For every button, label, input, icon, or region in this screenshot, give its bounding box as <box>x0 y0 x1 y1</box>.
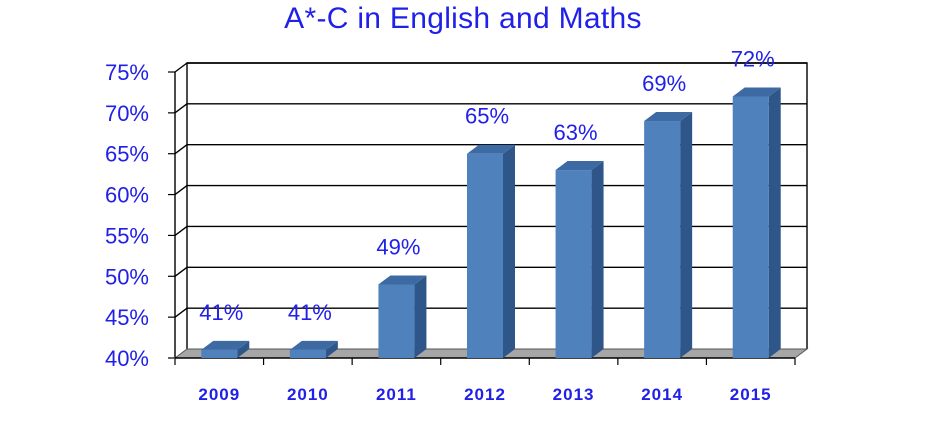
data-label-2014: 69% <box>642 71 686 96</box>
bar-2010 <box>289 349 326 358</box>
x-tick-label-2010: 2010 <box>287 385 329 404</box>
bar-top-2012 <box>467 144 515 154</box>
data-label-2009: 41% <box>199 300 243 325</box>
y-tick-label: 75% <box>105 60 149 85</box>
gridline-depth <box>174 144 188 155</box>
data-label-2010: 41% <box>288 300 332 325</box>
bar-2014 <box>644 121 681 359</box>
bar-2013 <box>555 170 592 358</box>
gridline-depth <box>174 62 188 73</box>
bar-side-2011 <box>414 275 427 358</box>
bar-side-2014 <box>680 112 693 359</box>
gridline-depth <box>174 103 188 114</box>
bar-top-2015 <box>732 87 781 97</box>
x-tick-label-2012: 2012 <box>464 385 506 404</box>
x-tick-label-2015: 2015 <box>730 385 772 404</box>
data-label-2012: 65% <box>465 104 509 129</box>
gridline-depth <box>174 185 188 196</box>
x-tick-label-2011: 2011 <box>376 385 417 404</box>
bars-layer <box>201 87 781 359</box>
bar-2011 <box>378 284 415 358</box>
bar-side-2010 <box>325 340 338 358</box>
bar-top-2013 <box>555 161 604 171</box>
bar-top-2010 <box>289 340 338 350</box>
bar-side-2009 <box>237 340 250 358</box>
x-tick-label-2009: 2009 <box>198 385 240 404</box>
y-tick-label: 45% <box>105 305 149 330</box>
bar-top-2009 <box>201 340 250 350</box>
x-tick-label-2013: 2013 <box>553 385 595 404</box>
x-tick-label-2014: 2014 <box>641 385 683 404</box>
y-tick-label: 65% <box>105 142 149 167</box>
bar-top-2011 <box>378 275 427 285</box>
bar-side-2015 <box>768 87 781 358</box>
y-tick-label: 60% <box>105 183 149 208</box>
chart-title: A*-C in English and Maths <box>284 2 642 35</box>
data-label-2015: 72% <box>731 47 775 72</box>
bar-2015 <box>732 96 769 358</box>
y-tick-label: 50% <box>105 264 149 289</box>
bar-top-2014 <box>644 112 693 122</box>
data-label-2011: 49% <box>376 234 420 259</box>
bar-side-2013 <box>591 161 604 358</box>
y-tick-label: 40% <box>105 346 149 371</box>
data-label-2013: 63% <box>554 120 598 145</box>
gridline-depth <box>174 266 188 277</box>
labels-layer: 40% 45% 50% 55% 60% 65% 70% 75% 41% 2009 41% 2010 49… <box>105 47 775 404</box>
y-tick-label: 55% <box>105 223 149 248</box>
y-tick-label: 70% <box>105 101 149 126</box>
gridline-depth <box>174 307 188 318</box>
bar-2009 <box>201 349 238 358</box>
bar-2012 <box>467 153 503 358</box>
gridline-depth <box>174 225 188 236</box>
bar-side-2012 <box>503 144 515 358</box>
